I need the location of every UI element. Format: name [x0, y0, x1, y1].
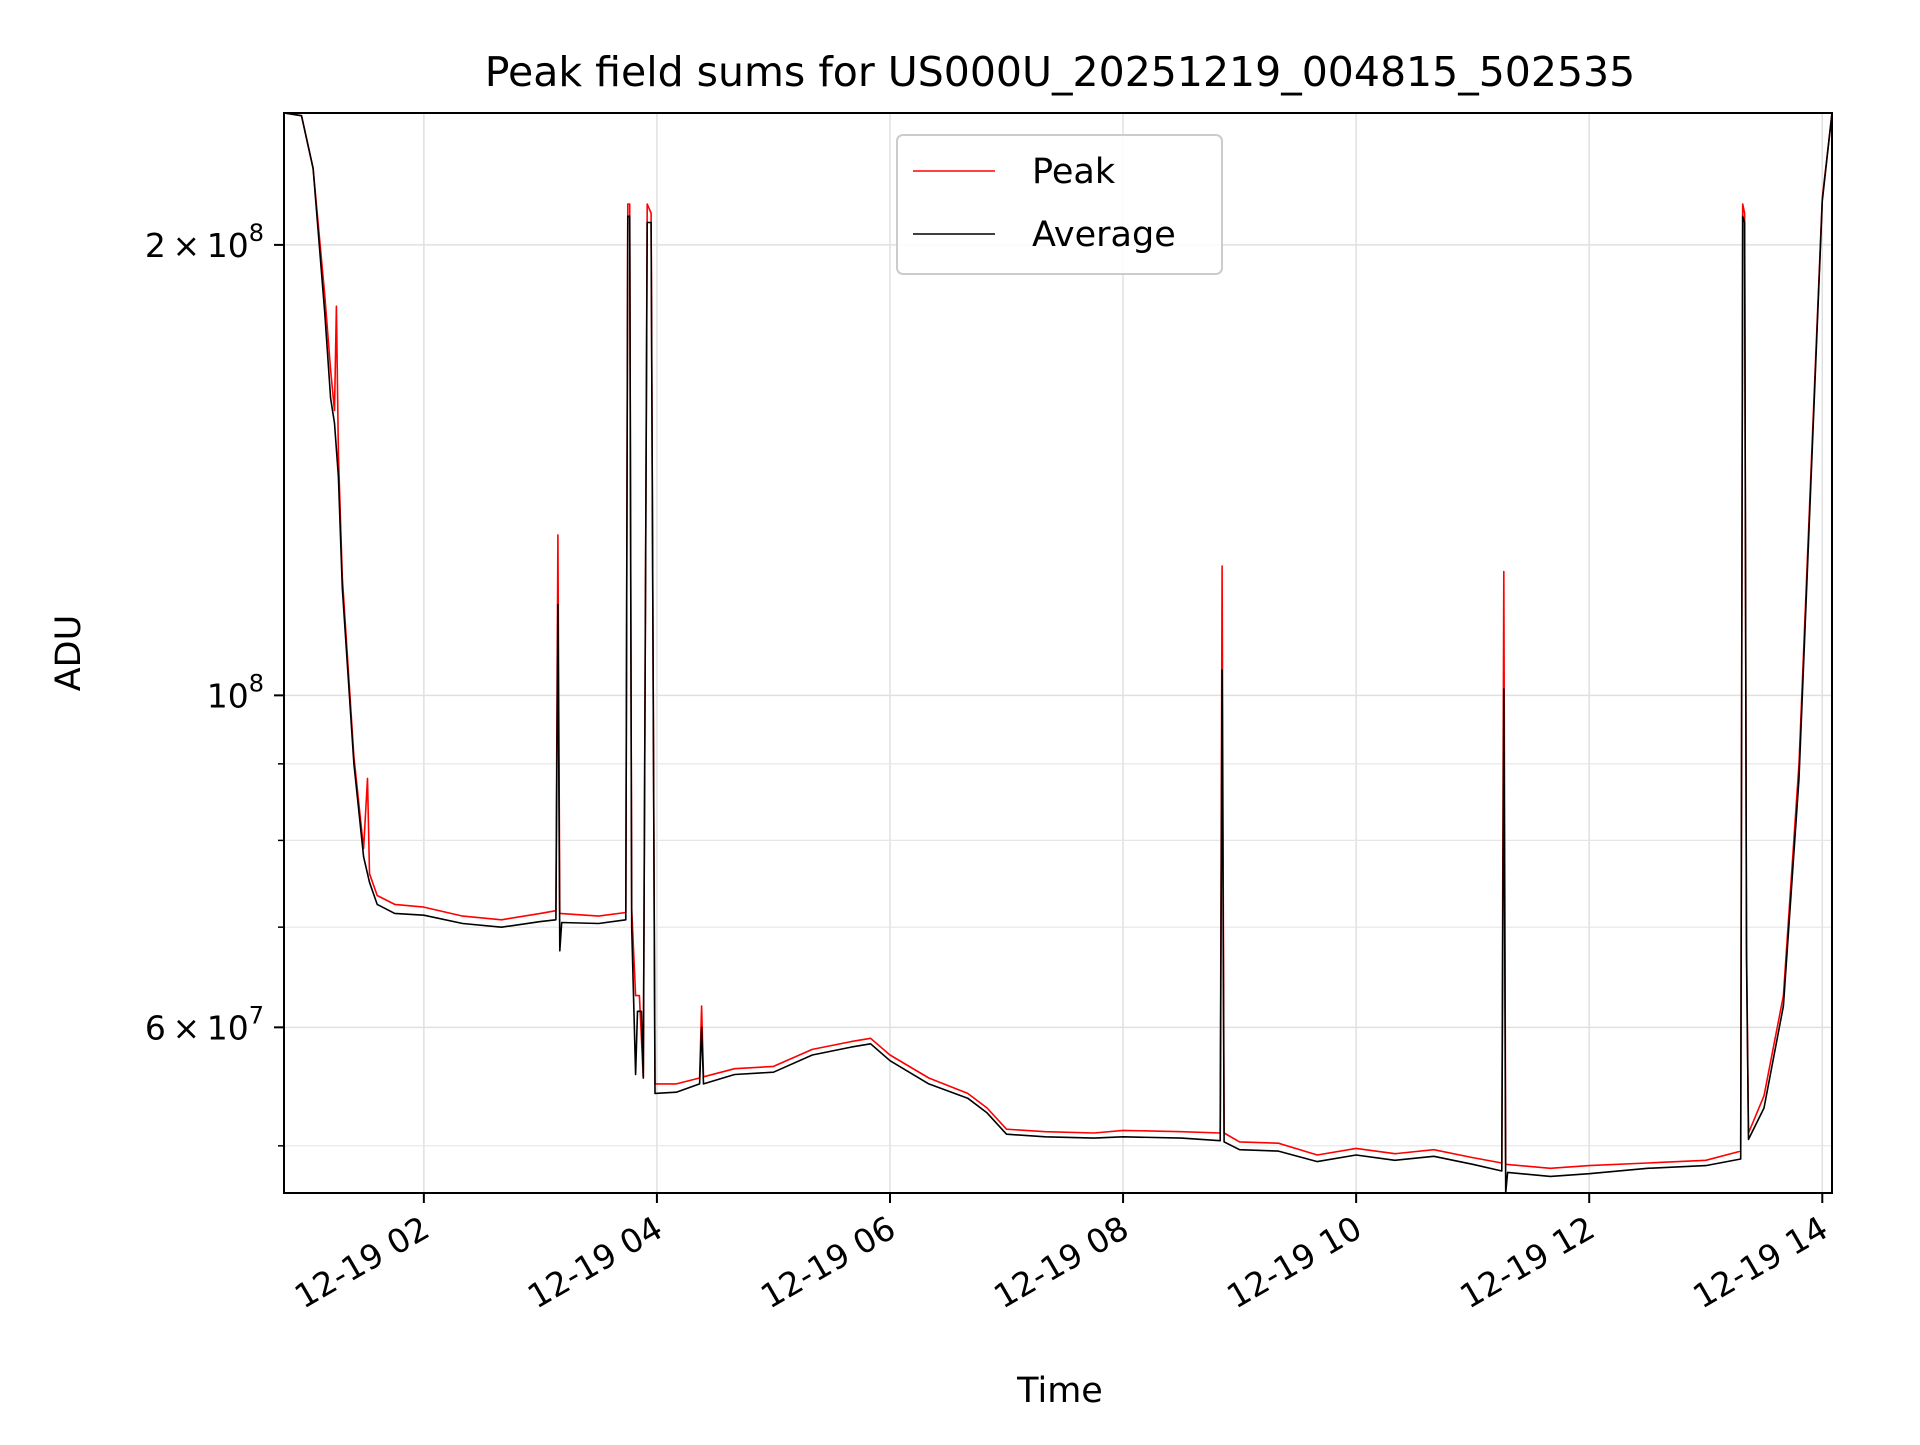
x-axis-label: Time — [1016, 1371, 1103, 1411]
y-tick-label: 6 × 107 — [145, 1001, 264, 1047]
chart-title: Peak field sums for US000U_20251219_0048… — [485, 48, 1635, 96]
legend-label-average: Average — [1032, 215, 1176, 255]
legend-box — [896, 134, 1223, 275]
series-layer — [284, 113, 1832, 1193]
y-axis-label: ADU — [49, 615, 89, 692]
series-line-average — [284, 113, 1832, 1193]
y-tick-label: 2 × 108 — [145, 219, 264, 265]
y-tick-label: 108 — [207, 669, 264, 715]
grid-layer — [284, 113, 1832, 1193]
legend: Peak Average — [896, 134, 1223, 275]
legend-label-peak: Peak — [1032, 152, 1116, 192]
plot-frame — [283, 112, 1833, 1194]
series-line-peak — [284, 113, 1832, 1170]
